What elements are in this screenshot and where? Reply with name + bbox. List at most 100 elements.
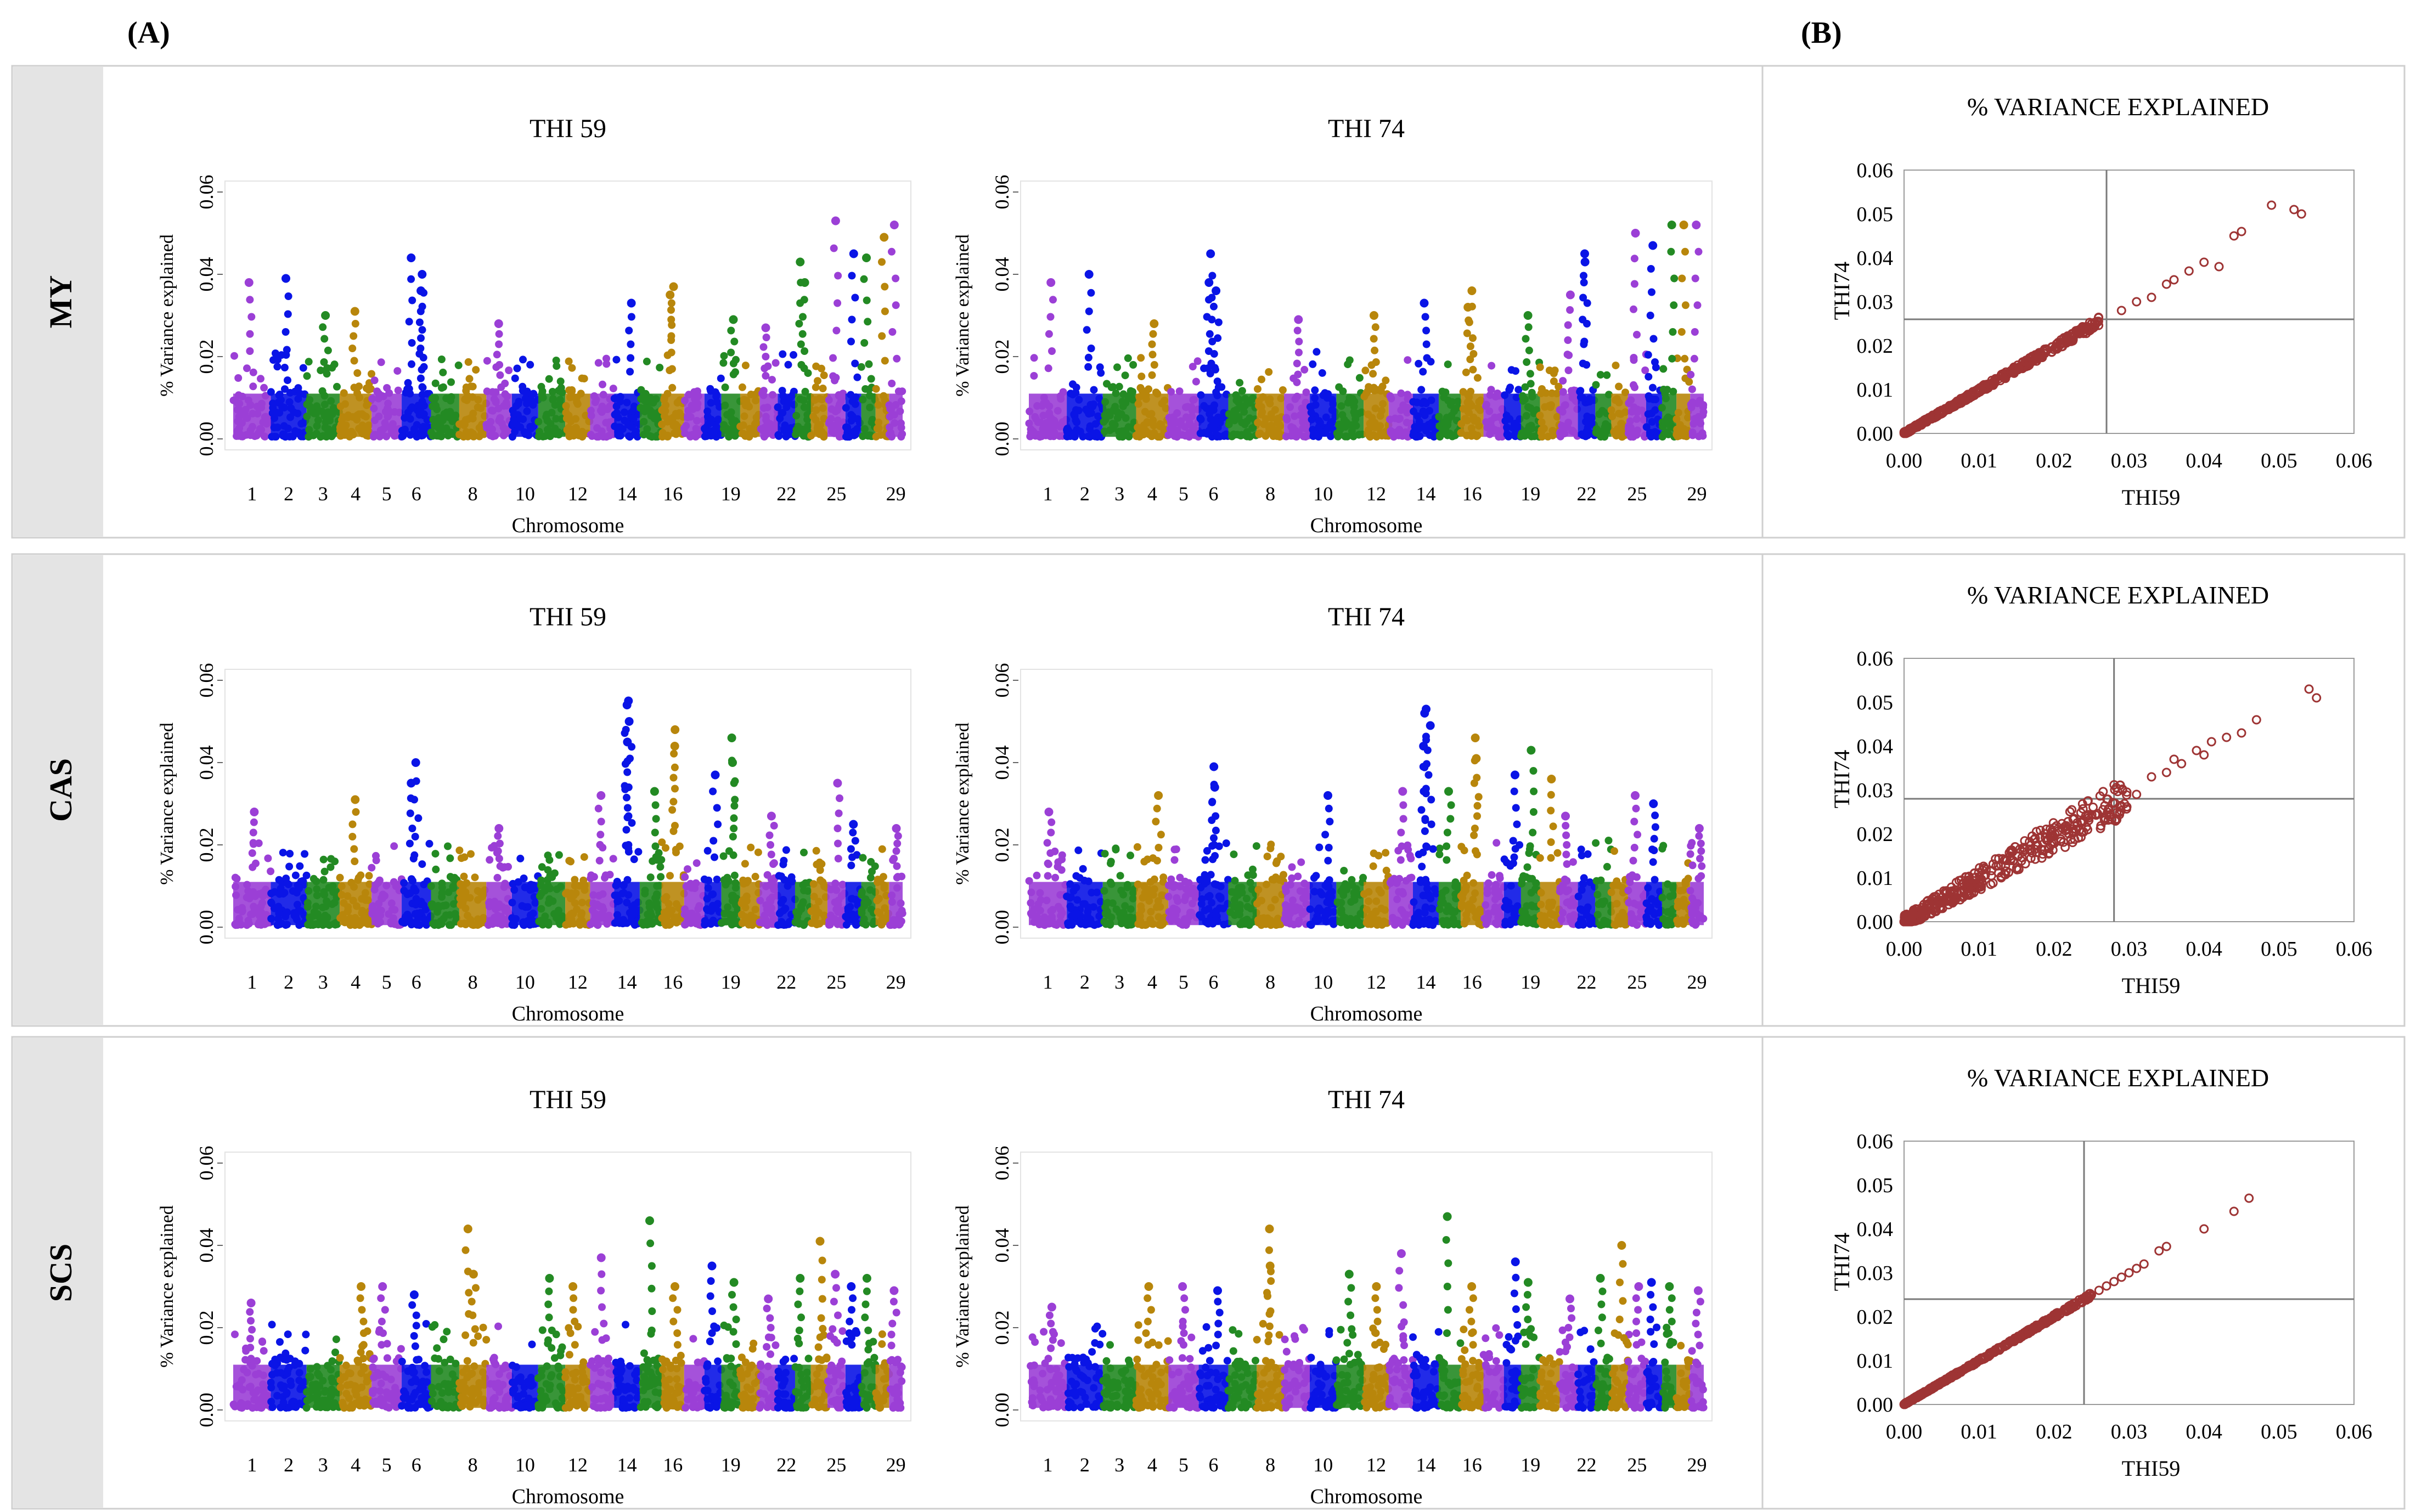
snp-point	[1294, 370, 1302, 379]
snp-point	[264, 854, 272, 862]
snp-band	[778, 393, 795, 437]
snp-band	[1102, 882, 1136, 926]
snp-point	[1527, 380, 1535, 388]
snp-point	[1058, 855, 1066, 864]
snp-point	[1647, 265, 1655, 273]
snp-point	[1419, 368, 1427, 376]
x-tick-label: 2	[284, 971, 294, 993]
snp-point	[602, 354, 610, 363]
snp-point	[727, 348, 735, 357]
snp-point	[363, 384, 370, 392]
snp-point	[1418, 862, 1426, 871]
snp-point	[418, 326, 426, 334]
snp-point	[1630, 381, 1637, 389]
snp-point	[1148, 351, 1157, 359]
snp-point	[668, 383, 677, 392]
snp-point	[1213, 377, 1221, 386]
y-tick-label: 0.04	[195, 257, 217, 292]
snp-point	[284, 292, 292, 300]
snp-point	[1124, 354, 1132, 362]
snp-point	[320, 867, 329, 876]
y-tick-label: 0.00	[195, 422, 217, 456]
snp-point	[1210, 350, 1218, 358]
snp-point	[419, 383, 427, 392]
snp-point	[1107, 859, 1114, 867]
snp-band	[538, 882, 566, 926]
snp-point	[1370, 849, 1378, 857]
snp-peak-point	[892, 824, 901, 833]
snp-point	[320, 335, 329, 343]
snp-point	[893, 839, 902, 848]
snp-point	[651, 828, 659, 837]
snp-point	[567, 857, 575, 866]
y-axis-label: % Variance explained	[157, 723, 177, 885]
snp-point	[296, 862, 304, 870]
snp-point	[1279, 386, 1287, 394]
snp-band	[1364, 882, 1389, 926]
snp-point	[409, 855, 418, 862]
x-tick-label: 12	[568, 971, 588, 993]
x-tick-label: 2	[1080, 483, 1090, 505]
snp-band	[486, 393, 512, 437]
x-tick-label: 12	[568, 483, 588, 505]
x-tick-label: 29	[886, 971, 906, 993]
snp-point	[1297, 858, 1305, 866]
snp-band	[371, 882, 402, 926]
snp-band	[1483, 393, 1504, 437]
snp-peak-point	[1463, 303, 1473, 312]
snp-point	[353, 369, 362, 377]
snp-point	[1074, 846, 1083, 854]
snp-point	[770, 822, 778, 830]
snp-point	[1463, 329, 1471, 337]
snp-point	[1646, 312, 1654, 319]
snp-point	[408, 296, 416, 304]
snp-point	[596, 831, 605, 839]
snp-point	[666, 366, 674, 374]
snp-point	[1523, 358, 1531, 366]
snp-point	[1469, 365, 1477, 374]
snp-point	[246, 296, 254, 304]
snp-point	[1487, 386, 1495, 394]
snp-band	[1438, 882, 1461, 926]
snp-point	[1488, 871, 1496, 879]
snp-band	[778, 882, 795, 926]
snp-point	[1129, 361, 1137, 369]
snp-point	[273, 363, 281, 371]
snp-point	[249, 382, 257, 391]
snp-band	[1503, 393, 1521, 437]
x-tick-label: 25	[1627, 483, 1647, 505]
snp-point	[1172, 845, 1180, 853]
snp-point	[1645, 373, 1653, 381]
panel-b-box	[1761, 65, 2406, 539]
x-tick-label: 29	[1687, 483, 1707, 505]
snp-point	[779, 350, 787, 358]
snp-band	[538, 393, 566, 437]
snp-point	[1208, 272, 1217, 280]
snp-point	[1113, 363, 1121, 371]
snp-point	[495, 340, 503, 348]
snp-point	[1668, 354, 1676, 363]
x-axis-label: Chromosome	[512, 514, 624, 537]
y-tick-label: 0.04	[195, 746, 217, 780]
snp-point	[1210, 302, 1218, 311]
snp-point	[372, 856, 380, 865]
snp-point	[405, 318, 413, 326]
snp-point	[666, 872, 674, 880]
snp-point	[284, 376, 291, 385]
snp-point	[1206, 330, 1214, 338]
snp-peak-point	[849, 249, 858, 258]
snp-point	[867, 375, 875, 383]
snp-point	[835, 809, 843, 817]
snp-point	[1170, 856, 1179, 864]
snp-point	[848, 315, 856, 324]
x-tick-label: 3	[1114, 483, 1124, 505]
snp-point	[1103, 380, 1111, 388]
snp-point	[1214, 318, 1223, 326]
snp-peak-point	[1467, 286, 1477, 295]
snp-band	[1336, 882, 1364, 926]
snp-point	[720, 352, 728, 360]
snp-point	[881, 307, 889, 315]
snp-band	[1029, 393, 1067, 437]
x-tick-label: 0.06	[2336, 449, 2373, 472]
plot-area	[224, 180, 911, 450]
